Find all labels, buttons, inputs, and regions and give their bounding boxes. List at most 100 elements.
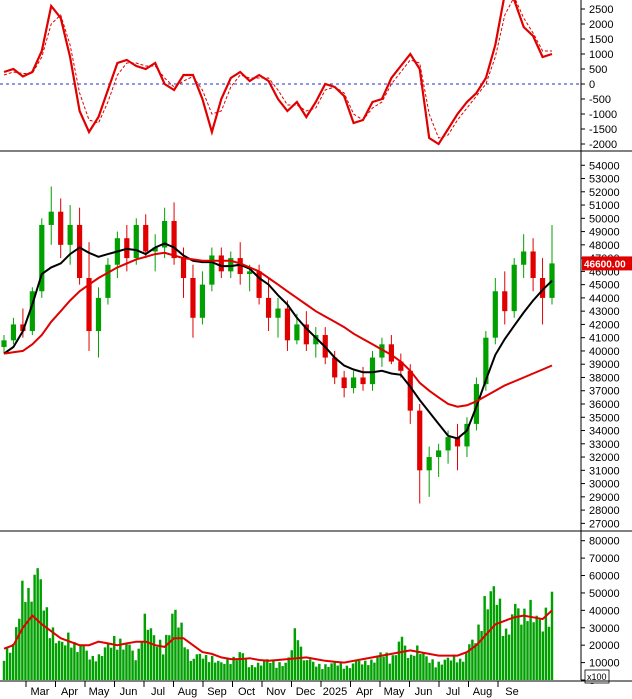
y-tick-label: 30000 [589, 623, 620, 635]
volume-bar [11, 644, 15, 680]
candle-body [105, 264, 111, 298]
y-tick-label: 29000 [589, 492, 620, 504]
volume-bar [186, 649, 189, 680]
volume-bar [348, 668, 352, 680]
volume-bar [217, 660, 220, 680]
candle-body [388, 344, 394, 362]
x-tick-label: Aug [473, 686, 493, 698]
oscillator-panel: 2500 2000 1500 1000 500 0 -500 -1000 -1500 -2000 [0, 0, 617, 151]
y-tick-label: -500 [589, 94, 611, 106]
x-tick-label: Se [505, 686, 518, 698]
volume-bar [327, 666, 330, 680]
candle-body [539, 278, 546, 298]
candle-body [209, 255, 215, 285]
volume-bar [88, 659, 91, 680]
volume-bar [419, 654, 422, 680]
y-tick-label: 2000 [589, 19, 613, 31]
volume-bar [235, 660, 238, 680]
volume-bar [523, 608, 526, 680]
volume-bar [302, 660, 306, 680]
volume-bar [535, 615, 538, 680]
volume-bar [238, 652, 241, 680]
volume-bar [134, 660, 137, 680]
oscillator-signal-line [3, 0, 552, 139]
volume-bar [192, 658, 196, 680]
volume-bar [275, 667, 278, 680]
y-tick-label: 37000 [589, 386, 620, 398]
volume-bar [413, 655, 416, 680]
y-tick-label: 53000 [589, 174, 620, 186]
y-tick-label: 27000 [589, 518, 620, 530]
volume-bar [394, 655, 398, 680]
volume-bar [510, 614, 514, 680]
volume-bar [165, 634, 168, 680]
candle-body [67, 224, 73, 245]
candle-body [313, 335, 319, 345]
volume-bar [477, 624, 480, 680]
volume-bar [305, 660, 309, 680]
x-tick-label: Apr [61, 686, 78, 698]
volume-bar [54, 643, 58, 680]
volume-bar [504, 628, 508, 680]
candle-body [199, 284, 206, 318]
candle-body [502, 291, 508, 312]
volume-bar [345, 665, 349, 680]
volume-bar [180, 622, 183, 680]
y-tick-label: 40000 [589, 346, 620, 358]
candle-body [369, 357, 376, 385]
volume-bar [272, 659, 275, 680]
unit-badge [584, 669, 610, 684]
volume-bar [517, 608, 520, 680]
volume-bar [462, 661, 465, 680]
candle-body [454, 437, 461, 447]
volume-bar [82, 645, 85, 680]
volume-bar [79, 645, 82, 680]
candle-body [39, 224, 45, 292]
volume-bar [149, 628, 153, 680]
volume-bar [382, 656, 385, 680]
volume-bar [119, 638, 122, 680]
x-tick-label: Apr [356, 686, 373, 698]
candle-body [341, 377, 347, 389]
y-tick-label: 36000 [589, 399, 620, 411]
price-panel: 5400053000520005100050000490004800047000… [1, 160, 632, 530]
x-tick-label: Jun [415, 686, 433, 698]
volume-bar [24, 602, 27, 680]
y-tick-label: 1000 [589, 49, 613, 61]
y-tick-label: 43000 [589, 306, 620, 318]
volume-bar [376, 655, 379, 680]
y-tick-label: 34000 [589, 426, 620, 438]
volume-bar [507, 634, 511, 680]
volume-bar [131, 650, 134, 680]
volume-bar [256, 662, 260, 680]
volume-bar [183, 647, 186, 680]
candle-body [48, 211, 54, 225]
volume-bar [321, 669, 324, 680]
candle-body [228, 258, 234, 272]
volume-panel: 80000 70000 60000 50000 40000 30000 20000 10000… [2, 536, 620, 687]
volume-bar [486, 609, 489, 680]
volume-bar [437, 661, 440, 680]
volume-bar [403, 645, 407, 680]
candle-body [190, 278, 196, 318]
volume-bar [253, 667, 257, 680]
volume-bar [351, 663, 355, 680]
volume-bar [30, 601, 33, 680]
volume-bar [146, 629, 150, 680]
y-tick-label: 42000 [589, 319, 620, 331]
y-tick-label: 45000 [589, 280, 620, 292]
volume-bar [443, 659, 447, 680]
volume-bar [452, 654, 456, 680]
last-price-label: 46600.00 [584, 259, 626, 270]
y-tick-label: 31000 [589, 465, 620, 477]
volume-bar [544, 607, 548, 680]
y-tick-label: 39000 [589, 359, 620, 371]
volume-bar [360, 664, 364, 680]
volume-bar [520, 624, 523, 680]
volume-bar [440, 664, 444, 680]
volume-bar [388, 663, 391, 680]
volume-bar [474, 643, 477, 680]
volume-bar [468, 644, 471, 680]
volume-bar [541, 631, 545, 680]
volume-bar [422, 652, 425, 680]
